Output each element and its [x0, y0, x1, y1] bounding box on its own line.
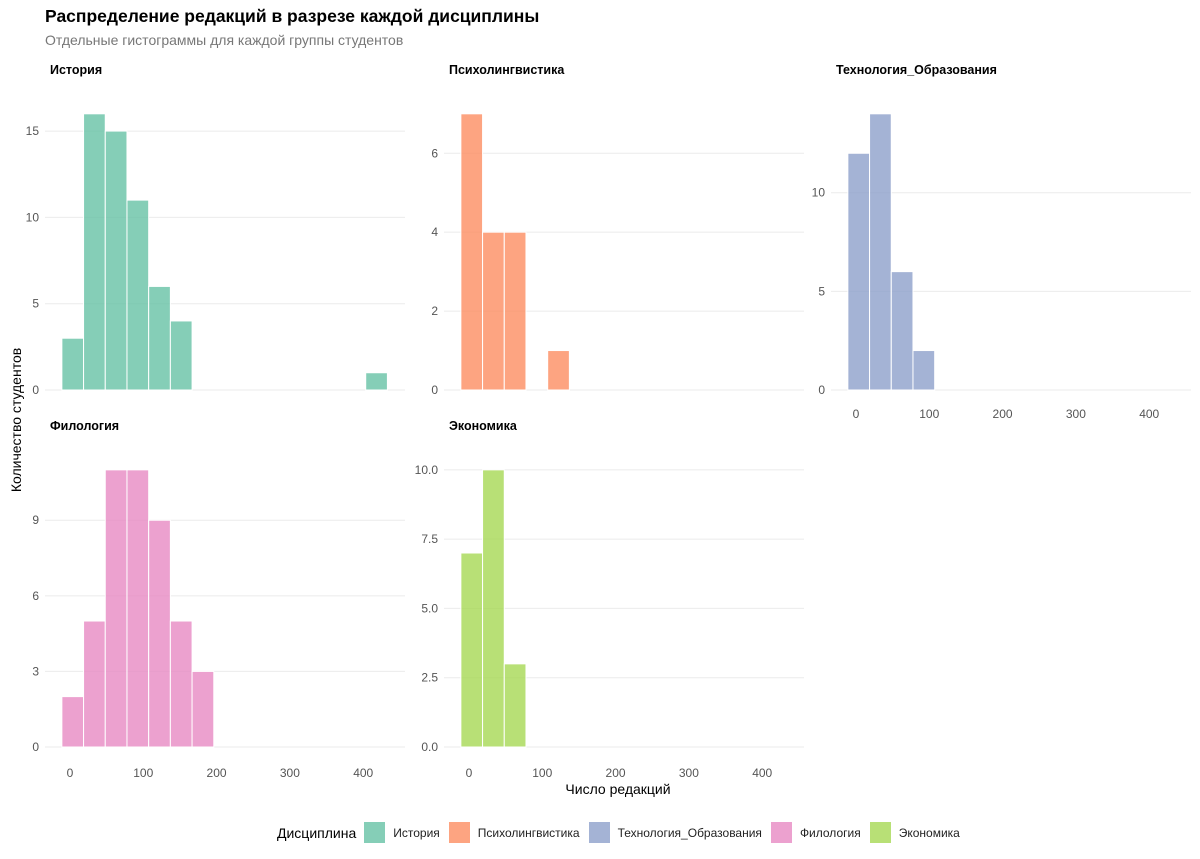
facet-title: Экономика — [449, 419, 518, 433]
x-tick-label: 200 — [207, 766, 227, 780]
legend-label: Экономика — [898, 825, 960, 840]
legend-label: Филология — [799, 825, 861, 840]
y-tick-label: 15 — [26, 124, 40, 138]
legend-key — [588, 822, 610, 843]
legend-label: Технология_Образования — [617, 825, 762, 840]
y-tick-label: 6 — [32, 589, 39, 603]
histogram-bar — [503, 663, 527, 748]
histogram-bar — [503, 231, 527, 391]
legend-item: Филология — [770, 822, 861, 843]
legend-key — [869, 822, 891, 843]
legend-title: Дисциплина — [277, 824, 357, 841]
legend: Дисциплина История Психолингвистика Технол… — [277, 822, 969, 843]
histogram-bar — [83, 620, 106, 748]
y-tick-label: 2.5 — [421, 671, 438, 685]
y-tick-label: 5 — [818, 284, 825, 298]
y-tick-label: 7.5 — [421, 532, 438, 546]
facet-title: История — [50, 63, 102, 77]
x-tick-label: 400 — [1139, 407, 1159, 421]
chart-title: Распределение редакций в разрезе каждой … — [45, 6, 540, 26]
legend-item: Технология_Образования — [588, 822, 762, 843]
legend-key — [364, 822, 386, 843]
y-tick-label: 2 — [431, 304, 438, 318]
legend-item: История — [364, 822, 440, 843]
histogram-bar — [126, 469, 150, 748]
x-tick-label: 100 — [532, 766, 552, 780]
histogram-bar — [104, 469, 128, 748]
x-tick-label: 0 — [853, 407, 860, 421]
x-tick-label: 400 — [752, 766, 772, 780]
histogram-bar — [104, 130, 128, 391]
y-tick-label: 0 — [32, 383, 39, 397]
histogram-bar — [169, 620, 193, 748]
histogram-bar — [547, 350, 570, 391]
x-tick-label: 300 — [280, 766, 300, 780]
y-tick-label: 0.0 — [421, 740, 438, 754]
x-axis-label: Число редакций — [565, 781, 671, 797]
histogram-bar — [365, 372, 388, 391]
histogram-bar — [191, 670, 215, 748]
histogram-bar — [460, 113, 484, 391]
histogram-bar — [912, 350, 936, 391]
x-tick-label: 100 — [919, 407, 939, 421]
facet-title: Психолингвистика — [449, 63, 565, 77]
legend-item: Экономика — [869, 822, 960, 843]
y-tick-label: 4 — [431, 225, 438, 239]
y-tick-label: 5.0 — [421, 601, 438, 615]
facet-title: Технология_Образования — [836, 63, 997, 77]
histogram-bar — [482, 469, 505, 748]
histogram-bar — [460, 552, 484, 748]
facet-title: Филология — [50, 419, 119, 433]
histogram-bar — [126, 199, 150, 391]
histogram-bar — [482, 231, 505, 391]
legend-label: Психолингвистика — [477, 825, 580, 840]
histogram-bar — [847, 152, 871, 391]
y-tick-label: 0 — [32, 740, 39, 754]
legend-key — [448, 822, 470, 843]
x-tick-label: 0 — [67, 766, 74, 780]
y-tick-label: 10 — [26, 210, 40, 224]
y-tick-label: 10 — [812, 186, 826, 200]
x-tick-label: 300 — [1066, 407, 1086, 421]
histogram-bar — [148, 519, 171, 748]
histogram-bar — [61, 337, 85, 391]
y-tick-label: 9 — [32, 513, 39, 527]
chart-subtitle: Отдельные гистограммы для каждой группы … — [45, 32, 404, 48]
x-tick-label: 400 — [353, 766, 373, 780]
y-tick-label: 0 — [431, 383, 438, 397]
legend-label: История — [393, 825, 440, 840]
x-tick-label: 100 — [133, 766, 153, 780]
legend-key — [770, 822, 792, 843]
x-tick-label: 200 — [606, 766, 626, 780]
histogram-bar — [890, 271, 914, 391]
y-tick-label: 3 — [32, 664, 39, 678]
y-tick-label: 10.0 — [415, 463, 439, 477]
x-tick-label: 0 — [466, 766, 473, 780]
histogram-bar — [83, 113, 106, 391]
histogram-bar — [169, 320, 193, 391]
legend-item: Психолингвистика — [448, 822, 580, 843]
histogram-bar — [869, 113, 892, 391]
y-tick-label: 0 — [818, 383, 825, 397]
histogram-bar — [61, 696, 85, 748]
x-tick-label: 200 — [993, 407, 1013, 421]
histogram-bar — [148, 285, 171, 391]
y-tick-label: 5 — [32, 297, 39, 311]
x-tick-label: 300 — [679, 766, 699, 780]
y-tick-label: 6 — [431, 146, 438, 160]
